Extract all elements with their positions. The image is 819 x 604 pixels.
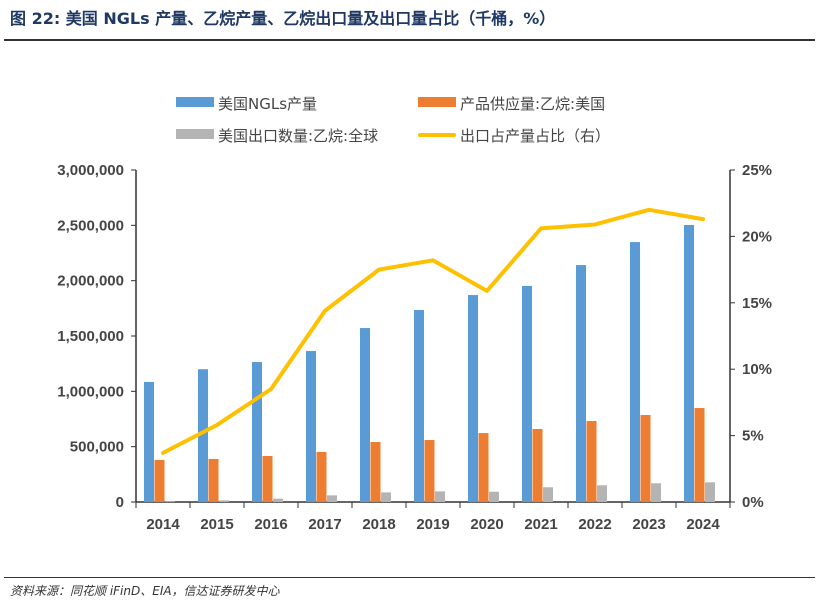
bar-3-2021 (543, 487, 553, 502)
bar-1-2014 (144, 381, 154, 502)
bar-2-2021 (532, 428, 543, 502)
bar-3-2017 (327, 495, 337, 502)
bar-3-2020 (489, 491, 499, 502)
right-tick-label: 0% (742, 494, 764, 511)
bar-1-2021 (522, 285, 532, 502)
line-series-share (161, 207, 705, 455)
bar-1-2019 (414, 309, 424, 502)
bar-1-2016 (252, 362, 262, 502)
left-tick-label: 2,000,000 (57, 273, 124, 290)
right-tick-label: 5% (742, 428, 764, 445)
bar-3-2016 (273, 498, 283, 502)
bar-2-2023 (640, 415, 651, 502)
x-tick-label: 2018 (362, 516, 395, 533)
x-tick-label: 2020 (470, 516, 503, 533)
bar-3-2023 (651, 483, 661, 502)
x-tick-label: 2015 (200, 516, 233, 533)
bar-2-2024 (694, 408, 705, 502)
x-tick-label: 2021 (524, 516, 557, 533)
source-divider (4, 577, 815, 578)
bar-3-2015 (219, 500, 229, 502)
figure-title: 图 22: 美国 NGLs 产量、乙烷产量、乙烷出口量及出口量占比（千桶，%） (10, 9, 556, 28)
bar-1-2023 (630, 242, 640, 502)
bar-2-2016 (262, 455, 273, 502)
bar-2-2020 (478, 433, 489, 502)
legend-label: 美国出口数量:乙烷:全球 (218, 127, 378, 145)
bar-2-2017 (316, 451, 327, 502)
x-tick-label: 2016 (254, 516, 287, 533)
legend-swatch (418, 97, 456, 107)
x-tick-label: 2017 (308, 516, 341, 533)
bar-1-2022 (576, 265, 586, 502)
bar-2-2022 (586, 420, 597, 502)
x-tick-label: 2022 (578, 516, 611, 533)
bar-2-2015 (208, 458, 219, 502)
bar-1-2017 (306, 351, 316, 502)
left-tick-label: 2,500,000 (57, 217, 124, 234)
bar-2-2018 (370, 442, 381, 502)
legend-label: 美国NGLs产量 (218, 95, 317, 113)
bar-2-2019 (424, 440, 435, 502)
x-tick-label: 2019 (416, 516, 449, 533)
bar-3-2018 (381, 492, 391, 502)
bar-2-2014 (154, 459, 165, 502)
x-tick-label: 2023 (632, 516, 665, 533)
x-tick-label: 2024 (686, 516, 720, 533)
left-tick-label: 1,000,000 (57, 383, 124, 400)
left-tick-label: 500,000 (70, 439, 124, 456)
bar-1-2015 (198, 369, 208, 502)
left-tick-label: 1,500,000 (57, 328, 124, 345)
right-tick-label: 20% (742, 228, 772, 245)
bar-3-2019 (435, 491, 445, 502)
bar-1-2018 (360, 328, 370, 502)
legend-label: 产品供应量:乙烷:美国 (460, 95, 605, 113)
right-tick-label: 10% (742, 361, 772, 378)
right-tick-label: 25% (742, 162, 772, 179)
bar-3-2024 (705, 482, 715, 502)
source-note: 资料来源：同花顺 iFinD、EIA，信达证券研发中心 (10, 584, 280, 598)
bar-1-2024 (684, 225, 694, 502)
left-tick-label: 3,000,000 (57, 162, 124, 179)
title-divider (4, 39, 815, 41)
bar-3-2014 (165, 501, 175, 502)
bar-3-2022 (597, 485, 607, 502)
legend-label: 出口占产量占比（右） (460, 127, 610, 145)
legend-swatch (176, 97, 214, 107)
legend-swatch (176, 129, 214, 139)
left-tick-label: 0 (116, 494, 124, 511)
bar-1-2020 (468, 295, 478, 502)
right-tick-label: 15% (742, 295, 772, 312)
x-tick-label: 2014 (146, 516, 180, 533)
